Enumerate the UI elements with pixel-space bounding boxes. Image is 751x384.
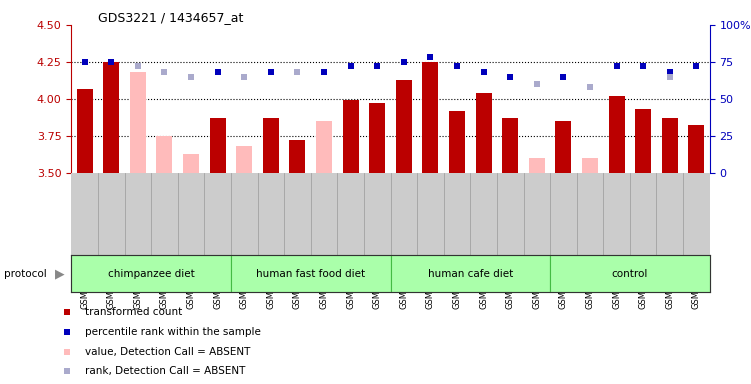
Bar xyxy=(608,96,625,173)
Bar xyxy=(342,100,359,173)
Text: percentile rank within the sample: percentile rank within the sample xyxy=(85,327,261,337)
Text: ▶: ▶ xyxy=(55,267,65,280)
Bar xyxy=(210,118,225,173)
Bar xyxy=(263,118,279,173)
Text: protocol: protocol xyxy=(4,268,47,279)
Text: GDS3221 / 1434657_at: GDS3221 / 1434657_at xyxy=(98,12,243,25)
Bar xyxy=(231,255,391,292)
Bar xyxy=(183,154,199,173)
Text: value, Detection Call = ABSENT: value, Detection Call = ABSENT xyxy=(85,347,251,357)
Bar xyxy=(71,255,231,292)
Bar xyxy=(237,146,252,173)
Bar xyxy=(77,89,92,173)
Bar xyxy=(556,121,572,173)
Bar xyxy=(369,103,385,173)
Text: control: control xyxy=(612,268,648,279)
Bar xyxy=(662,118,677,173)
Bar xyxy=(582,158,598,173)
Bar xyxy=(502,118,518,173)
Text: rank, Detection Call = ABSENT: rank, Detection Call = ABSENT xyxy=(85,366,246,376)
Bar xyxy=(475,93,492,173)
Bar xyxy=(529,158,544,173)
Bar xyxy=(130,72,146,173)
Bar xyxy=(391,255,550,292)
Bar xyxy=(449,111,465,173)
Text: human cafe diet: human cafe diet xyxy=(427,268,513,279)
Text: human fast food diet: human fast food diet xyxy=(256,268,365,279)
Bar xyxy=(662,136,677,173)
Bar xyxy=(689,126,704,173)
Text: chimpanzee diet: chimpanzee diet xyxy=(107,268,195,279)
Bar xyxy=(635,109,651,173)
Bar xyxy=(316,121,332,173)
Text: transformed count: transformed count xyxy=(85,307,182,317)
Bar xyxy=(156,136,173,173)
Bar xyxy=(103,62,119,173)
Bar xyxy=(550,255,710,292)
Bar xyxy=(289,140,306,173)
Bar xyxy=(422,62,439,173)
Bar xyxy=(396,79,412,173)
